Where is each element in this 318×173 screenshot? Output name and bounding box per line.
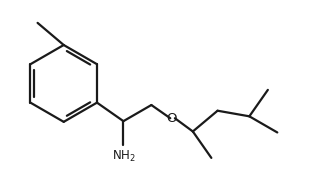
Text: NH$_2$: NH$_2$ bbox=[112, 149, 135, 164]
Text: O: O bbox=[166, 112, 177, 125]
